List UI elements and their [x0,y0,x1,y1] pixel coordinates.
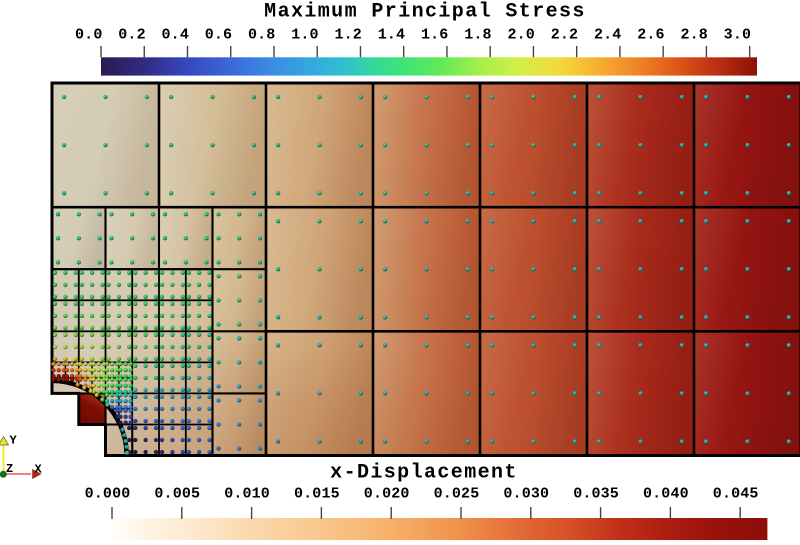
svg-text:0.015: 0.015 [294,486,340,503]
svg-text:X: X [35,463,43,477]
svg-text:1.4: 1.4 [378,27,405,44]
svg-text:0.020: 0.020 [364,486,410,503]
svg-text:0.005: 0.005 [154,486,200,503]
svg-text:0.040: 0.040 [643,486,689,503]
svg-text:0.8: 0.8 [248,27,275,44]
svg-text:1.0: 1.0 [291,27,318,44]
svg-text:0.4: 0.4 [162,27,189,44]
svg-text:2.4: 2.4 [594,27,621,44]
svg-text:3.0: 3.0 [724,27,751,44]
svg-text:1.6: 1.6 [421,27,448,44]
svg-text:0.045: 0.045 [713,486,759,503]
svg-text:0.000: 0.000 [85,486,131,503]
svg-text:2.6: 2.6 [637,27,664,44]
svg-text:2.0: 2.0 [507,27,534,44]
svg-text:1.2: 1.2 [334,27,361,44]
svg-text:0.035: 0.035 [573,486,619,503]
svg-text:0.0: 0.0 [75,27,102,44]
svg-text:0.025: 0.025 [434,486,480,503]
svg-text:1.8: 1.8 [464,27,491,44]
svg-text:Maximum Principal Stress: Maximum Principal Stress [264,1,586,24]
svg-text:x-Displacement: x-Displacement [330,462,518,485]
svg-text:2.8: 2.8 [680,27,707,44]
svg-text:0.030: 0.030 [503,486,549,503]
svg-text:0.6: 0.6 [205,27,232,44]
svg-text:Z: Z [6,462,13,476]
svg-text:0.2: 0.2 [118,27,145,44]
svg-text:2.2: 2.2 [551,27,578,44]
svg-text:Y: Y [10,434,18,448]
svg-text:0.010: 0.010 [224,486,270,503]
